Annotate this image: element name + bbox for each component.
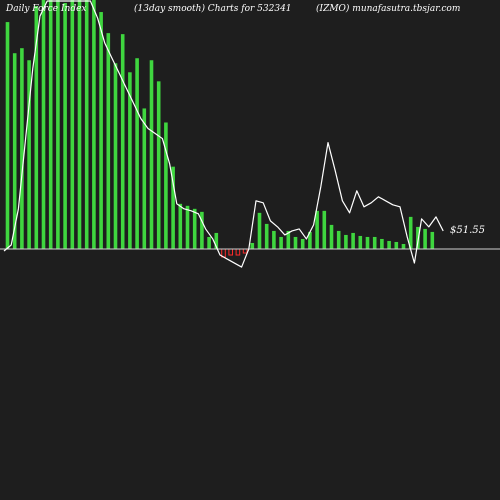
force-bar	[372, 236, 377, 249]
force-bar	[149, 60, 154, 249]
force-bar	[120, 34, 125, 249]
header-mid: (13day smooth) Charts for 532341	[134, 3, 292, 14]
force-bar	[84, 0, 89, 249]
force-index-bars	[5, 0, 435, 258]
force-bar	[142, 108, 147, 249]
force-bar	[56, 0, 60, 249]
zero-price-label: $51.55	[450, 225, 485, 236]
force-bar	[293, 236, 298, 249]
force-bar	[408, 216, 413, 249]
force-bar	[48, 0, 53, 249]
force-bar	[387, 240, 391, 249]
force-bar	[308, 231, 312, 249]
force-bar	[257, 212, 262, 249]
force-bar	[5, 22, 10, 250]
force-bar	[70, 0, 75, 249]
force-bar	[365, 236, 370, 249]
force-bar	[156, 81, 161, 249]
force-bar	[430, 231, 435, 249]
force-bar	[394, 241, 399, 249]
force-bar	[92, 0, 96, 249]
force-bar	[380, 238, 384, 249]
force-bar	[329, 224, 334, 249]
smooth-line	[3, 0, 444, 268]
force-bar	[77, 0, 82, 249]
smooth-line-group	[3, 0, 444, 268]
force-bar	[250, 242, 255, 249]
force-bar	[351, 232, 355, 249]
force-bar	[164, 122, 168, 249]
force-bar	[128, 72, 132, 249]
force-bar	[63, 3, 67, 250]
force-bar	[34, 6, 39, 249]
force-bar	[192, 208, 197, 249]
force-bar	[279, 236, 283, 249]
force-bar	[171, 166, 175, 249]
force-bar	[200, 211, 204, 249]
force-bar	[286, 230, 291, 249]
force-bar	[315, 210, 319, 249]
force-bar	[214, 232, 219, 249]
force-bar	[113, 63, 118, 249]
force-bar	[300, 238, 305, 249]
force-bar	[207, 236, 211, 249]
force-bar	[336, 230, 341, 249]
force-bar	[358, 235, 363, 249]
header-left: Daily Force Index	[5, 4, 87, 14]
force-bar	[99, 12, 103, 249]
force-bar	[401, 243, 406, 249]
force-bar	[20, 48, 24, 249]
force-bar	[106, 33, 111, 249]
force-bar	[178, 203, 183, 249]
force-bar	[27, 60, 31, 249]
force-bar	[264, 223, 269, 249]
force-bar	[322, 210, 327, 249]
force-bar	[12, 53, 17, 250]
force-bar	[272, 230, 276, 249]
force-bar	[135, 58, 139, 250]
header-right: (IZMO) munafasutra.tbsjar.com	[316, 3, 460, 14]
force-bar	[423, 228, 427, 249]
force-bar	[41, 0, 46, 249]
force-bar	[185, 205, 190, 249]
force-bar	[344, 234, 348, 249]
